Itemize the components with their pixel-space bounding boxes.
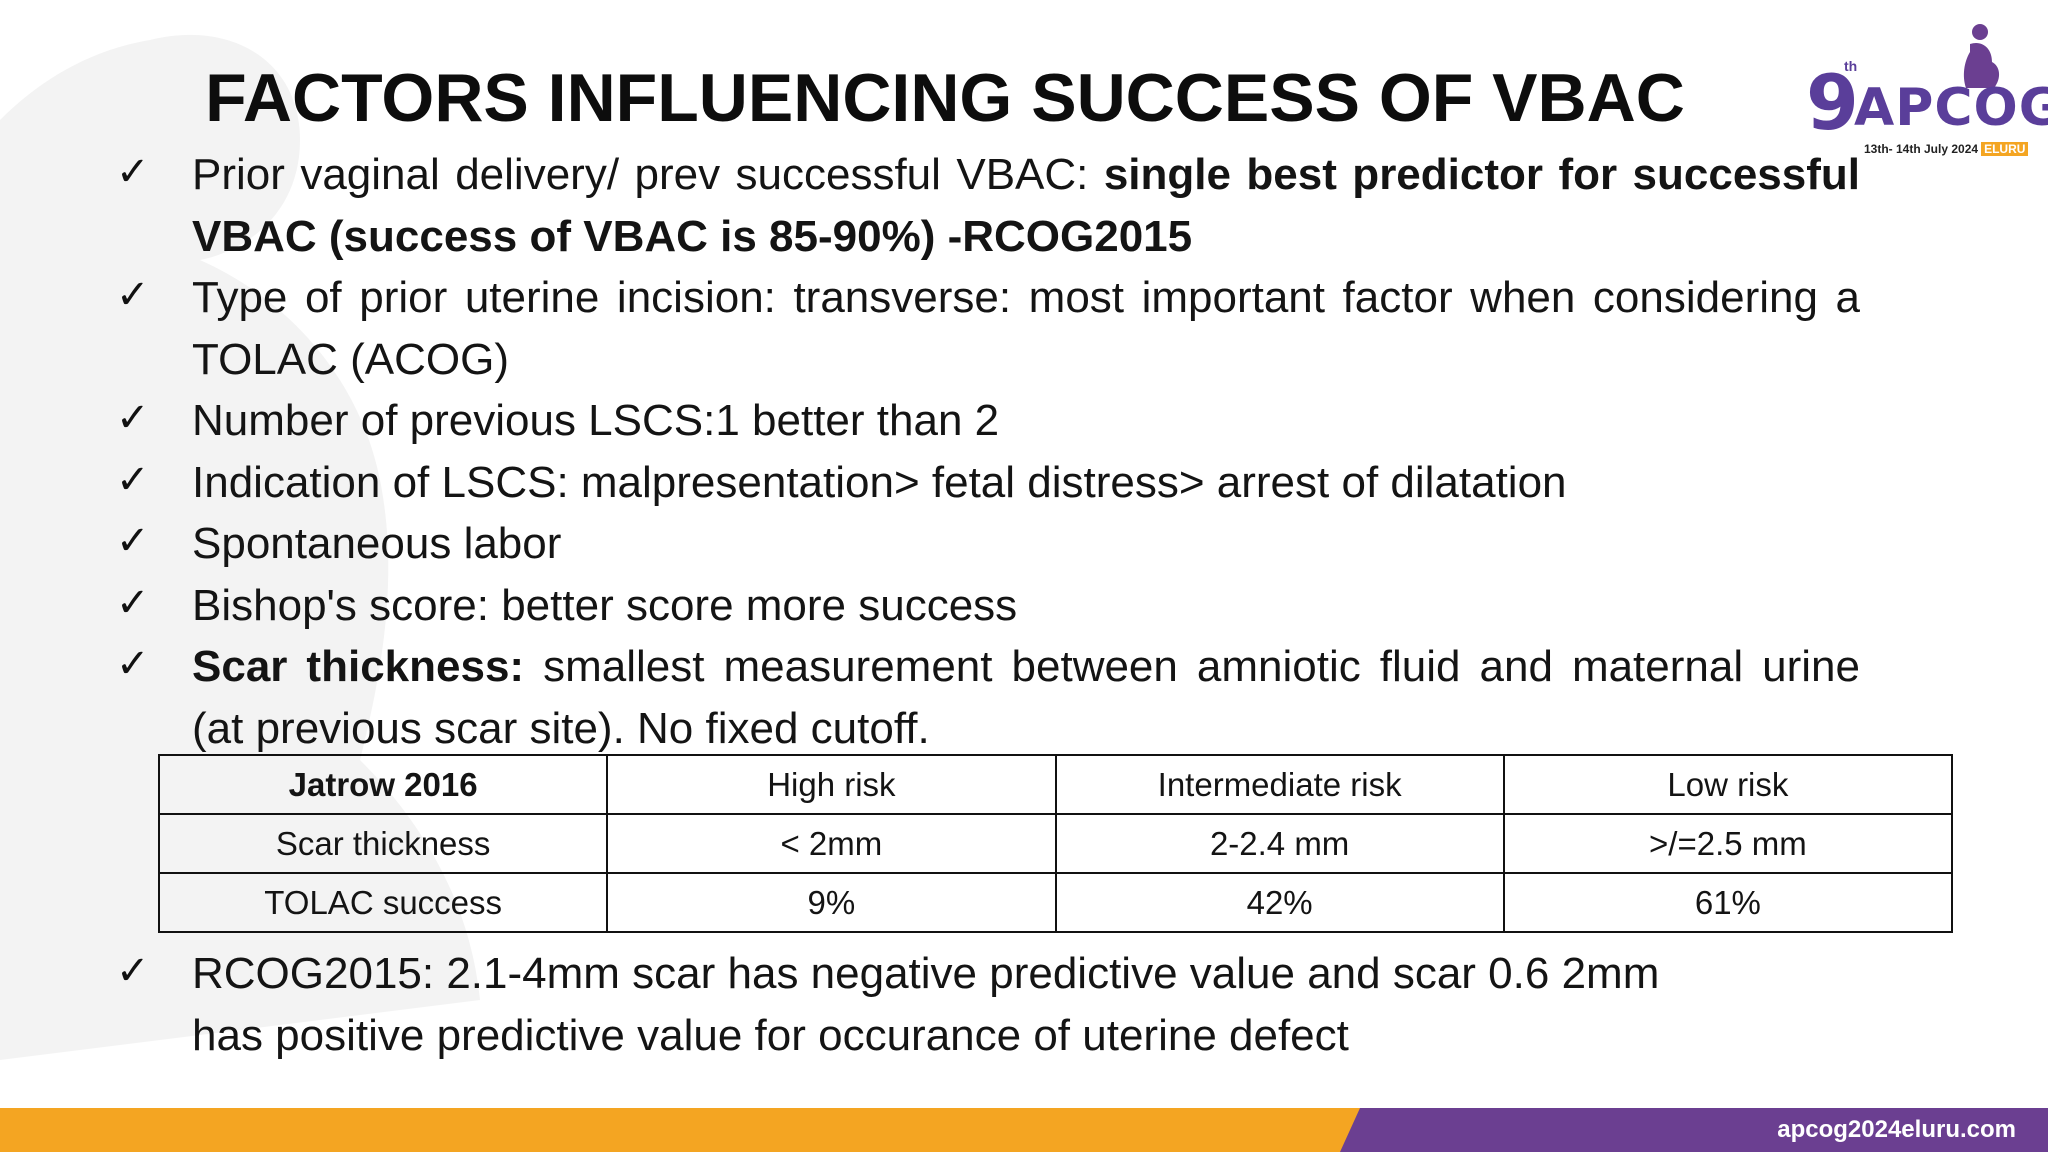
list-item: ✓ Spontaneous labor bbox=[116, 513, 1860, 575]
bullet-text: Type of prior uterine incision: transver… bbox=[192, 273, 1860, 384]
footer-purple-stripe bbox=[1340, 1108, 2048, 1152]
table-row: Scar thickness < 2mm 2-2.4 mm >/=2.5 mm bbox=[157, 813, 1954, 874]
check-mark-icon: ✓ bbox=[116, 518, 150, 564]
table-header-cell: Intermediate risk bbox=[1054, 754, 1505, 815]
check-mark-icon: ✓ bbox=[116, 948, 150, 994]
footer-band: apcog2024eluru.com bbox=[0, 1108, 2048, 1152]
scar-thickness-table: Jatrow 2016 High risk Intermediate risk … bbox=[157, 754, 1954, 933]
table-cell: >/=2.5 mm bbox=[1502, 813, 1954, 874]
bullet-text: Prior vaginal delivery/ prev successful … bbox=[192, 150, 1104, 199]
table-cell: < 2mm bbox=[606, 813, 1057, 874]
list-item: ✓ Number of previous LSCS:1 better than … bbox=[116, 390, 1860, 452]
logo-dates: 13th- 14th July 2024 ELURU bbox=[1864, 142, 2029, 156]
table-header-cell: High risk bbox=[606, 754, 1057, 815]
check-mark-icon: ✓ bbox=[116, 641, 150, 687]
list-item: ✓ Bishop's score: better score more succ… bbox=[116, 575, 1860, 637]
check-mark-icon: ✓ bbox=[116, 395, 150, 441]
check-mark-icon: ✓ bbox=[116, 149, 150, 195]
check-mark-icon: ✓ bbox=[116, 272, 150, 318]
footer-website-link[interactable]: apcog2024eluru.com bbox=[1777, 1116, 2016, 1143]
bullet-text: Spontaneous labor bbox=[192, 519, 562, 568]
mother-figure-icon bbox=[1963, 24, 2000, 88]
bullet-bold-text: single best predictor for successful VBA… bbox=[192, 150, 1860, 261]
table-header-row: Jatrow 2016 High risk Intermediate risk … bbox=[157, 754, 1954, 815]
table-cell: 42% bbox=[1054, 872, 1505, 933]
table-header-cell: Low risk bbox=[1502, 754, 1954, 815]
bullet-text: Indication of LSCS: malpresentation> fet… bbox=[192, 457, 1567, 507]
table-cell: Scar thickness bbox=[157, 813, 609, 874]
check-mark-icon: ✓ bbox=[116, 456, 150, 503]
check-mark-icon: ✓ bbox=[116, 579, 150, 626]
list-item: ✓ RCOG2015: 2.1-4mm scar has negative pr… bbox=[116, 943, 1936, 1066]
list-item: ✓ Scar thickness: smallest measurement b… bbox=[116, 636, 1860, 759]
bullet-text: Number of previous LSCS:1 better than 2 bbox=[192, 396, 1000, 445]
table-cell: 2-2.4 mm bbox=[1054, 813, 1505, 874]
table-cell: 61% bbox=[1502, 872, 1954, 933]
list-item: ✓ Prior vaginal delivery/ prev successfu… bbox=[116, 144, 1860, 267]
logo-name: APCOG bbox=[1854, 78, 2048, 138]
logo-numeral: 9 bbox=[1806, 58, 1859, 147]
bullet-bold-text: Scar thickness: bbox=[192, 642, 525, 691]
list-item: ✓ Type of prior uterine incision: transv… bbox=[116, 267, 1860, 390]
footer-orange-stripe bbox=[0, 1108, 1360, 1152]
bullet-text-line: RCOG2015: 2.1-4mm scar has negative pred… bbox=[192, 949, 1660, 998]
logo-city: ELURU bbox=[1981, 142, 2029, 156]
table-row: TOLAC success 9% 42% 61% bbox=[157, 872, 1954, 933]
logo-superscript: th bbox=[1844, 58, 1858, 74]
table-header-cell: Jatrow 2016 bbox=[157, 754, 609, 815]
slide-title: FACTORS INFLUENCING SUCCESS OF VBAC bbox=[205, 60, 1685, 136]
factor-list: ✓ Prior vaginal delivery/ prev successfu… bbox=[116, 144, 1860, 759]
apcog-logo: 9 th APCOG 13th- 14th July 2024 ELURU bbox=[1800, 22, 2048, 156]
bullet-text: smallest measurement between amniotic fl… bbox=[192, 642, 1860, 753]
bullet-text: Bishop's score: better score more succes… bbox=[192, 580, 1018, 630]
table-cell: 9% bbox=[606, 872, 1057, 933]
logo-date-text: 13th- 14th July 2024 bbox=[1864, 142, 1979, 156]
list-item: ✓ Indication of LSCS: malpresentation> f… bbox=[116, 452, 1860, 514]
table-cell: TOLAC success bbox=[157, 872, 609, 933]
bullet-text-line: has positive predictive value for occura… bbox=[192, 1010, 1349, 1060]
